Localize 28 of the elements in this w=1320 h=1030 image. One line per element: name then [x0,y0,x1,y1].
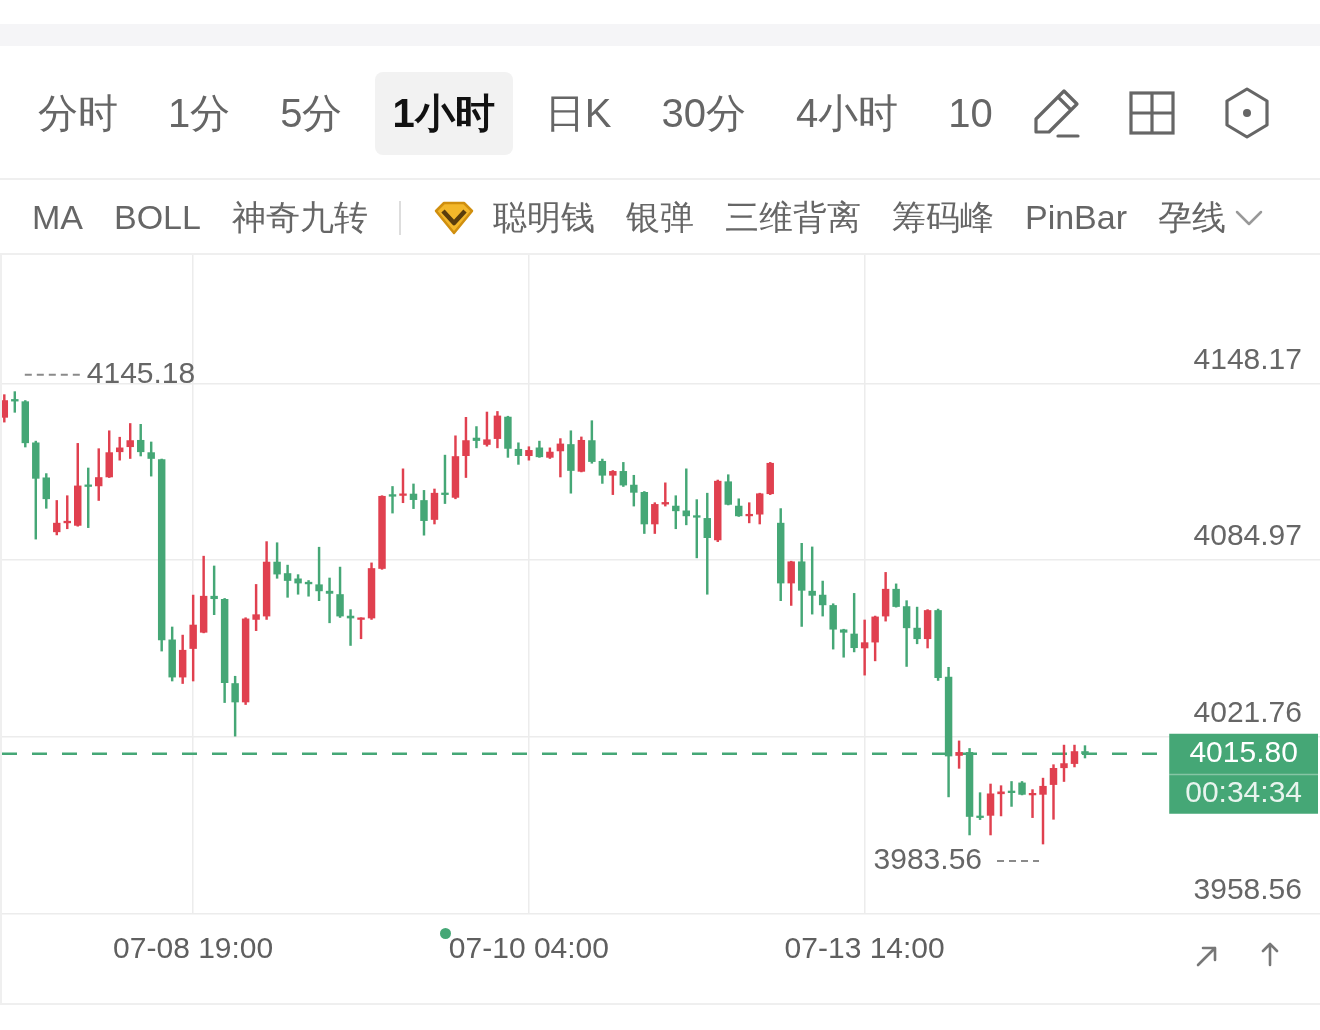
text: BOLL [114,198,201,237]
x-tick-label: 07-10 04:00 [448,931,609,965]
text: MA [32,198,83,237]
text: 神奇九转 [231,196,368,238]
text: 30分 [661,90,746,137]
text: 筹码峰 [891,196,994,238]
text: 日K [544,90,612,137]
text: 10 [948,91,993,136]
x-tick-label: 07-13 14:00 [784,931,945,965]
annotation: 3983.56 [873,842,983,876]
y-tick-label: 3958.56 [1193,872,1302,906]
text: 银弹 [625,196,694,238]
text: 1分 [168,90,231,137]
y-tick-label: 4021.76 [1193,695,1302,729]
y-tick-label: 4148.17 [1193,341,1302,375]
annotation: 4145.18 [86,355,196,389]
text: 聪明钱 [492,196,595,238]
text: 4小时 [795,90,899,137]
x-tick-label: 07-08 19:00 [113,931,274,965]
ref-line-label: 4015.80 [1189,735,1298,769]
text: PinBar [1024,198,1128,237]
text: 5分 [280,90,343,137]
text: 孕线 [1158,196,1227,238]
y-tick-label: 4084.97 [1193,518,1302,552]
text: 分时 [38,90,118,137]
text: 1小时 [392,90,495,137]
text: 三维背离 [724,196,861,238]
text: 00:34:34 [1185,775,1302,809]
